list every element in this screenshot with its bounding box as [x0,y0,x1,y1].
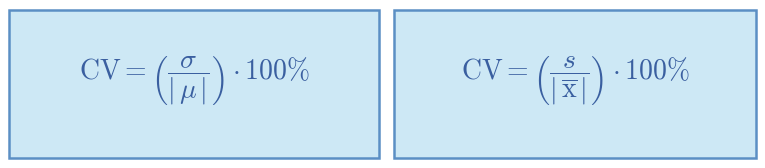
FancyBboxPatch shape [9,10,379,158]
Text: $\mathrm{CV} = \left(\dfrac{s}{|\,\overline{\mathrm{x}}\,|}\right)\cdot 100\%$: $\mathrm{CV} = \left(\dfrac{s}{|\,\overl… [461,54,690,107]
Text: $\mathrm{CV} = \left(\dfrac{\sigma}{|\,\mu\,|}\right)\cdot 100\%$: $\mathrm{CV} = \left(\dfrac{\sigma}{|\,\… [80,54,311,107]
FancyBboxPatch shape [394,10,756,158]
